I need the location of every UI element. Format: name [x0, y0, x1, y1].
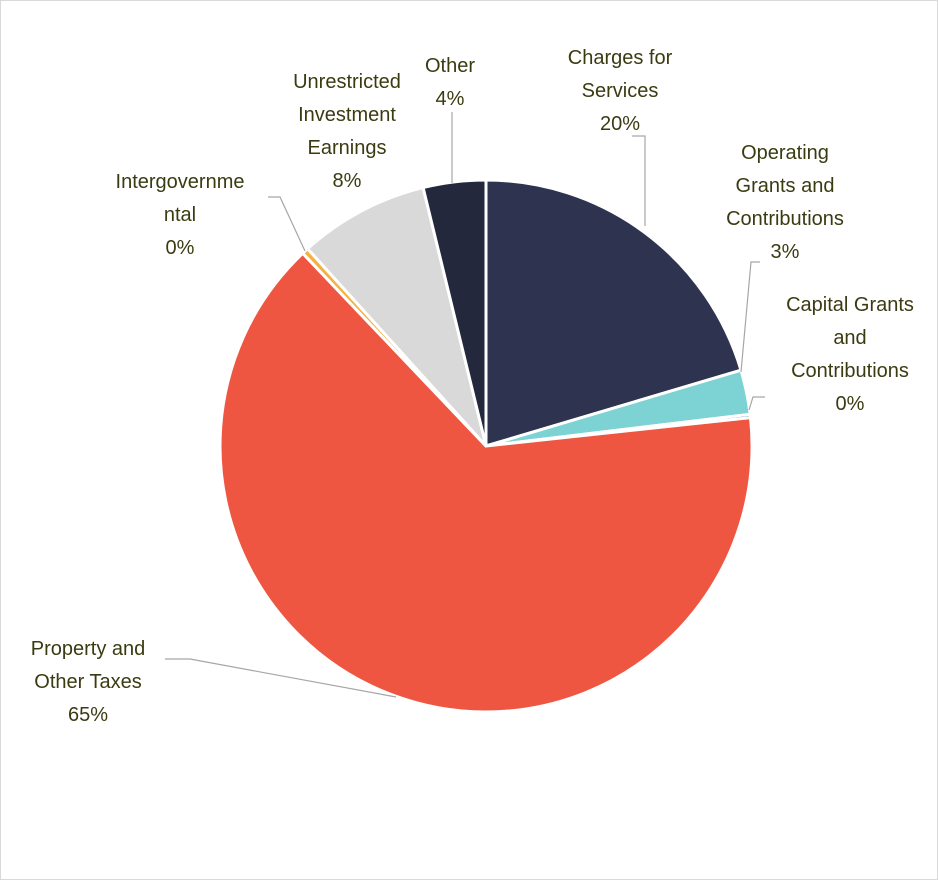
leader-line — [740, 261, 760, 373]
slice-label: Property and Other Taxes — [31, 638, 146, 693]
slice-label: Other — [425, 55, 475, 77]
pie-slice — [305, 185, 488, 448]
leader-line — [748, 396, 765, 411]
leader-line — [632, 135, 646, 226]
value-label: 4% — [436, 88, 465, 110]
slice-label: Capital Grants and Contributions — [786, 294, 914, 382]
pie-slice — [218, 251, 754, 714]
pie-slice — [421, 178, 488, 447]
value-label: 0% — [836, 393, 865, 415]
value-label: 3% — [771, 241, 800, 263]
leader-line — [268, 196, 306, 252]
slice-label: Intergovernme ntal — [116, 171, 245, 226]
pie-slice — [484, 178, 743, 449]
value-label: 65% — [68, 704, 108, 726]
slice-label: Operating Grants and Contributions — [726, 142, 844, 230]
slice-label: Charges for Services — [568, 47, 673, 102]
value-label: 0% — [166, 237, 195, 259]
slice-label: Unrestricted Investment Earnings — [293, 71, 401, 159]
value-label: 8% — [333, 170, 362, 192]
leader-line — [165, 658, 397, 698]
value-label: 20% — [600, 113, 640, 135]
